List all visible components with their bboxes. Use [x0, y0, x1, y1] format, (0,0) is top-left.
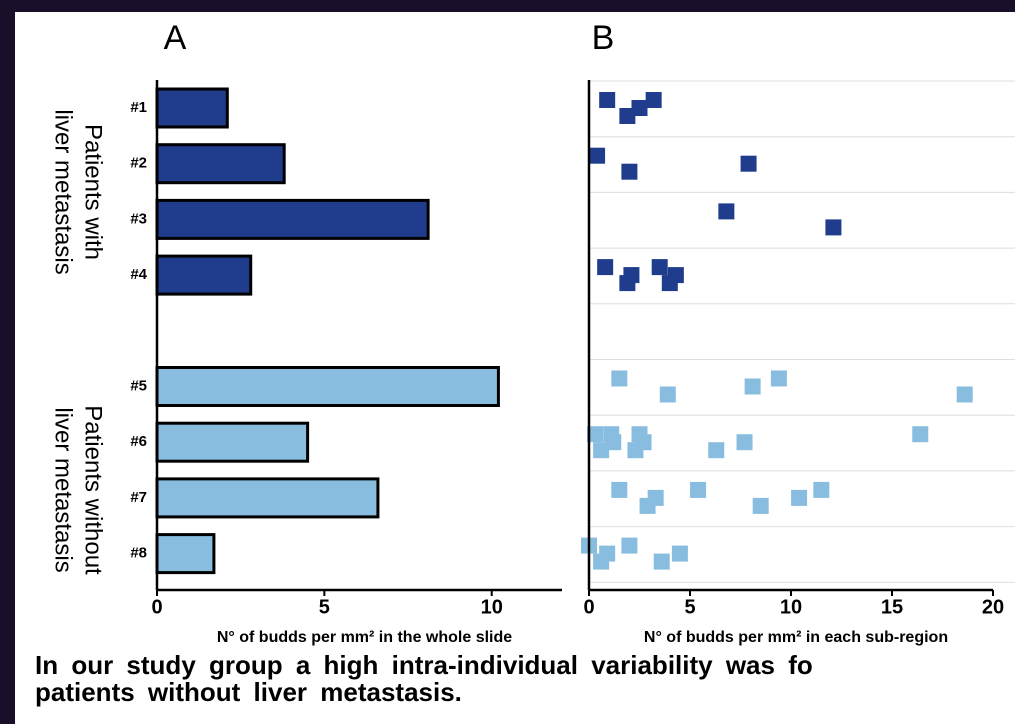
point — [825, 219, 841, 235]
x-tick-label: 10 — [481, 596, 503, 618]
category-label: #8 — [130, 545, 147, 562]
bar — [157, 200, 428, 238]
point — [632, 426, 648, 442]
bar — [157, 368, 498, 406]
bar — [157, 535, 214, 573]
point — [599, 546, 615, 562]
point — [654, 554, 670, 570]
bar — [157, 145, 284, 183]
caption: patients without liver metastasis. — [35, 677, 462, 707]
point — [632, 100, 648, 116]
x-tick-label: 15 — [881, 596, 903, 618]
x-tick-label: 20 — [982, 596, 1004, 618]
x-axis-label: N° of budds per mm² in each sub-region — [644, 629, 948, 646]
point — [672, 546, 688, 562]
point — [652, 259, 668, 275]
point — [589, 148, 605, 164]
group-label: liver metastasis — [50, 407, 77, 572]
point — [708, 442, 724, 458]
point — [753, 498, 769, 514]
panel-title: B — [592, 19, 615, 57]
point — [621, 164, 637, 180]
category-label: #3 — [130, 210, 147, 227]
category-label: #4 — [130, 266, 147, 283]
group-label: Patients without — [80, 405, 107, 575]
x-tick-label: 0 — [151, 596, 162, 618]
point — [660, 387, 676, 403]
point — [611, 482, 627, 498]
bar — [157, 256, 251, 294]
point — [623, 267, 639, 283]
point — [690, 482, 706, 498]
point — [646, 92, 662, 108]
point — [621, 538, 637, 554]
point — [718, 203, 734, 219]
bar — [157, 89, 227, 127]
x-tick-label: 10 — [780, 596, 802, 618]
category-label: #5 — [130, 377, 147, 394]
category-label: #7 — [130, 489, 147, 506]
x-axis-label: N° of budds per mm² in the whole slide — [217, 629, 512, 646]
point — [668, 267, 684, 283]
point — [611, 371, 627, 387]
category-label: #2 — [130, 155, 147, 172]
caption: In our study group a high intra-individu… — [35, 650, 813, 680]
panel-title: A — [164, 19, 187, 57]
category-label: #6 — [130, 433, 147, 450]
point — [648, 490, 664, 506]
x-tick-label: 5 — [319, 596, 330, 618]
point — [745, 379, 761, 395]
x-tick-label: 5 — [684, 596, 695, 618]
point — [912, 426, 928, 442]
point — [599, 92, 615, 108]
point — [741, 156, 757, 172]
point — [771, 371, 787, 387]
group-label: liver metastasis — [50, 109, 77, 274]
slide: Patients withliver metastasisPatients wi… — [0, 0, 1015, 724]
point — [603, 426, 619, 442]
point — [737, 434, 753, 450]
point — [791, 490, 807, 506]
group-label: Patients with — [80, 124, 107, 260]
bar — [157, 479, 378, 517]
point — [597, 259, 613, 275]
x-tick-label: 0 — [583, 596, 594, 618]
bar — [157, 423, 308, 461]
category-label: #1 — [130, 99, 147, 116]
point — [957, 387, 973, 403]
point — [813, 482, 829, 498]
